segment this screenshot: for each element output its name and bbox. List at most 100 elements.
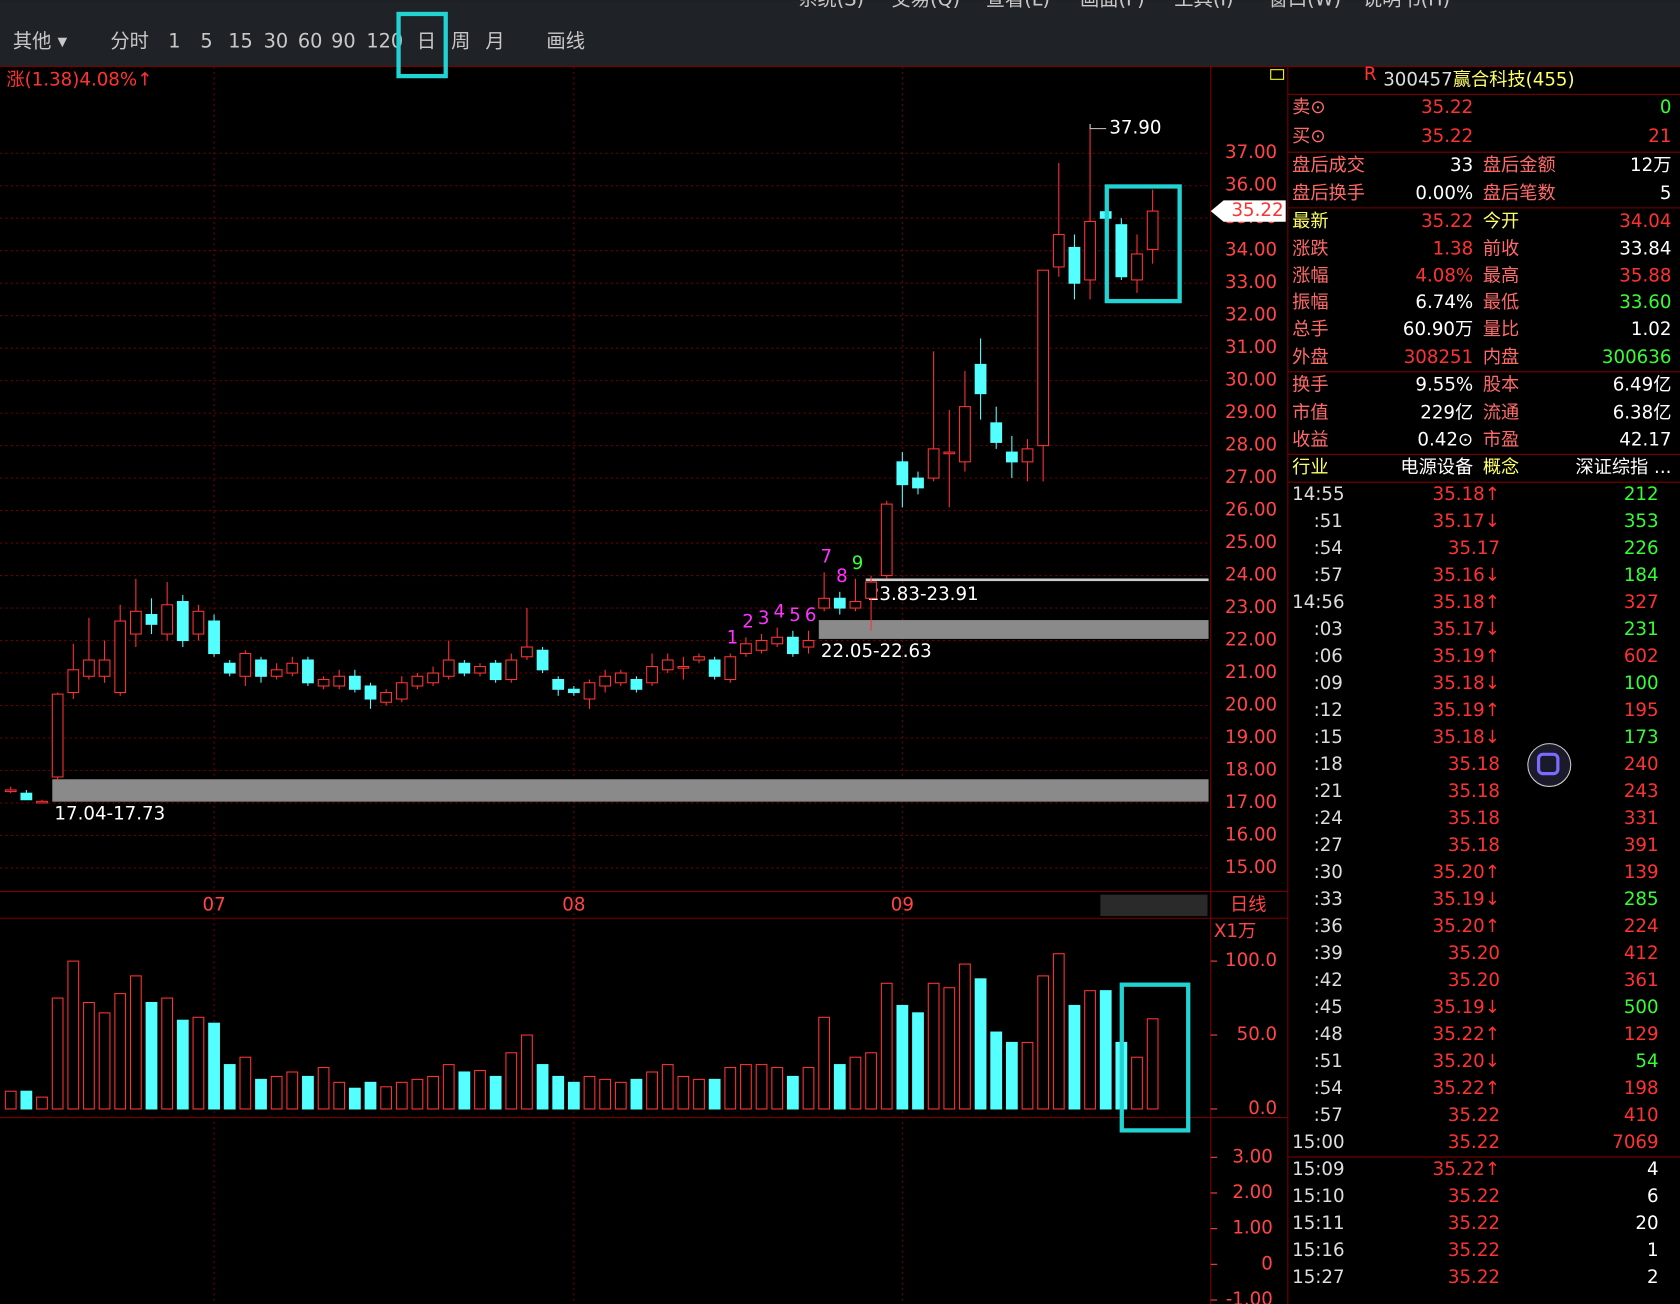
- volume-bar: [348, 1087, 361, 1110]
- toolbar-item[interactable]: 画线: [546, 29, 585, 52]
- toolbar-item[interactable]: 15: [228, 29, 253, 52]
- volume-bar: [1052, 953, 1065, 1110]
- menu-item[interactable]: 交易(Q): [891, 0, 960, 11]
- volume-bar: [4, 1090, 17, 1110]
- quote-label: 流通: [1483, 403, 1519, 424]
- candle-body: [1115, 224, 1128, 278]
- trade-volume: 20: [1635, 1213, 1658, 1234]
- trade-time: :57: [1314, 1105, 1343, 1126]
- trade-volume: 173: [1624, 727, 1659, 748]
- volume-bar: [270, 1075, 283, 1110]
- quote-label: 总手: [1292, 319, 1328, 340]
- candle-body: [771, 636, 784, 645]
- menu-item[interactable]: 查看(L): [986, 0, 1050, 11]
- y-tick-label: 34.00: [1225, 240, 1277, 261]
- volume-bar: [583, 1075, 596, 1110]
- assistant-button[interactable]: [1527, 743, 1572, 787]
- candle-body: [67, 669, 80, 694]
- trade-volume: 4: [1647, 1159, 1659, 1180]
- trade-time: :06: [1314, 646, 1343, 667]
- volume-bar: [1068, 1004, 1081, 1110]
- candle-body: [724, 656, 737, 681]
- y-tick-label: 26.00: [1225, 500, 1277, 521]
- volume-bar: [129, 975, 142, 1110]
- toolbar-bg: [0, 0, 1680, 67]
- support-zone: [818, 620, 1209, 639]
- candle-body: [427, 672, 439, 684]
- trade-volume: 224: [1624, 916, 1659, 937]
- td-count: 8: [836, 566, 848, 587]
- toolbar-item[interactable]: 周: [451, 29, 470, 52]
- highlight-box: [1119, 982, 1191, 1133]
- trade-time: :24: [1314, 808, 1343, 829]
- trade-time: :42: [1314, 970, 1343, 991]
- trade-volume: 500: [1624, 997, 1659, 1018]
- toolbar-item[interactable]: 其他 ▾: [13, 29, 68, 52]
- quote-value: 34.04: [1619, 211, 1671, 232]
- volume-bar: [536, 1064, 549, 1110]
- scrollbar[interactable]: [1100, 894, 1208, 917]
- volume-bar: [1005, 1041, 1018, 1110]
- volume-bar: [176, 1019, 189, 1110]
- assistant-icon: [1536, 752, 1560, 776]
- toolbar-item[interactable]: 5: [200, 29, 212, 52]
- menu-item[interactable]: 画面(F): [1080, 0, 1145, 11]
- toolbar-item[interactable]: 分时: [110, 29, 149, 52]
- quote-label: 今开: [1483, 211, 1519, 232]
- toolbar-item[interactable]: 30: [264, 29, 289, 52]
- menu-item[interactable]: 工具(I): [1174, 0, 1233, 11]
- quote-label: 振幅: [1292, 292, 1328, 313]
- trade-time: :18: [1314, 754, 1343, 775]
- volume-bar: [1146, 1018, 1159, 1110]
- quote-value: 308251: [1404, 347, 1474, 368]
- td-count: 5: [789, 605, 801, 626]
- candle-body: [896, 461, 909, 486]
- candle-body: [646, 665, 658, 684]
- volume-bar: [708, 1078, 721, 1110]
- trade-price: 35.22: [1448, 1105, 1500, 1126]
- trade-volume: 195: [1624, 700, 1659, 721]
- support-zone: [865, 578, 1209, 582]
- volume-bar: [36, 1096, 48, 1110]
- trade-volume: 129: [1624, 1024, 1659, 1045]
- candle-body: [740, 643, 752, 655]
- toolbar-item[interactable]: 120: [366, 29, 403, 52]
- quote-value: 60.90万: [1403, 319, 1473, 340]
- max-label: 37.90: [1109, 118, 1161, 139]
- td-count: 4: [774, 602, 786, 623]
- volume-bar: [693, 1078, 705, 1110]
- trade-time: :09: [1314, 673, 1343, 694]
- trade-price: 35.19↓: [1433, 889, 1500, 910]
- volume-bar: [912, 1012, 924, 1110]
- icon[interactable]: [1270, 69, 1285, 80]
- menu-item[interactable]: 窗口(W): [1269, 0, 1342, 11]
- candle-body: [990, 422, 1003, 443]
- change-label: 涨(1.38)4.08%↑: [6, 69, 152, 90]
- quote-label: 外盘: [1292, 347, 1328, 368]
- volume-bar: [599, 1078, 612, 1110]
- book-label: 买⊙: [1292, 126, 1325, 147]
- menu-item[interactable]: 系统(S): [798, 0, 864, 11]
- quote-value: 33.84: [1619, 239, 1671, 260]
- candle-body: [677, 665, 690, 669]
- y-tick-label: 23.00: [1225, 597, 1277, 618]
- highlight-box: [396, 11, 448, 79]
- volume-bar: [833, 1064, 846, 1110]
- candle-body: [411, 675, 424, 687]
- candle-body: [458, 662, 471, 674]
- trade-price: 35.19↓: [1433, 997, 1500, 1018]
- quote-label: 盘后成交: [1292, 155, 1365, 176]
- toolbar-item[interactable]: 日: [417, 29, 436, 52]
- trade-volume: 184: [1624, 565, 1659, 586]
- toolbar-item[interactable]: 1: [168, 29, 180, 52]
- td-count: 6: [805, 605, 817, 626]
- toolbar-item[interactable]: 月: [485, 29, 504, 52]
- toolbar-item[interactable]: 90: [331, 29, 356, 52]
- last-price-tag: [1210, 200, 1286, 222]
- menu-item[interactable]: 说明书(H): [1363, 0, 1450, 11]
- marker: R: [1364, 64, 1377, 85]
- y-tick-label: 31.00: [1225, 337, 1277, 358]
- candle-body: [567, 688, 580, 694]
- toolbar-item[interactable]: 60: [298, 29, 323, 52]
- trade-time: :57: [1314, 565, 1343, 586]
